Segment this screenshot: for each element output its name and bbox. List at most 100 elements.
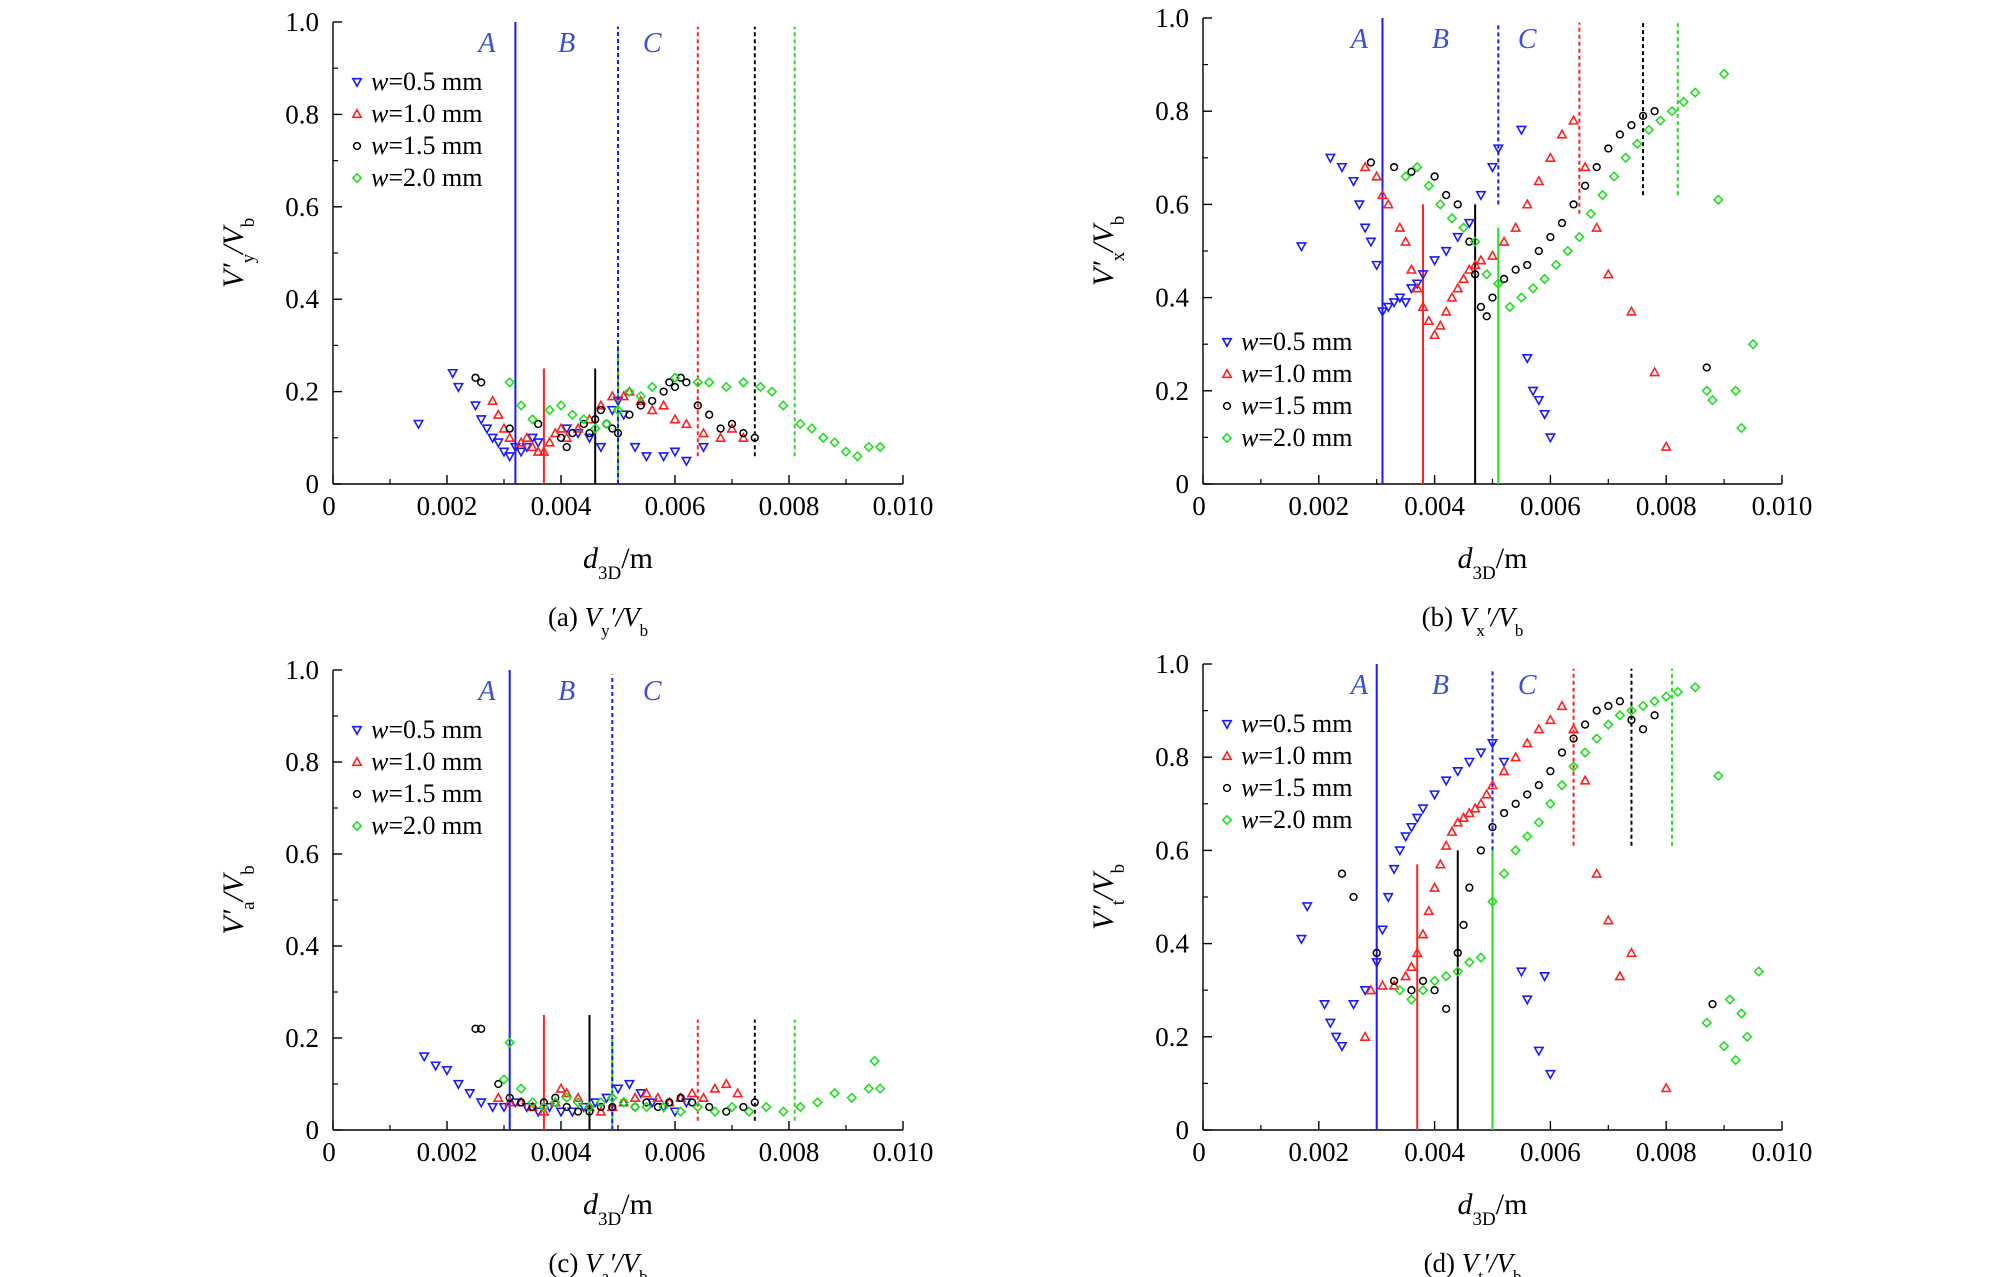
data-point (1515, 125, 1528, 136)
data-point (1568, 761, 1579, 772)
data-point (693, 401, 702, 410)
data-point (669, 413, 681, 424)
data-point (1544, 151, 1556, 162)
data-point (659, 387, 668, 396)
x-tick-label: 0.002 (1288, 1137, 1349, 1167)
data-point (1394, 846, 1406, 857)
data-point (722, 1107, 731, 1116)
y-tick-label: 1.0 (285, 655, 319, 685)
y-tick-label: 0.2 (285, 1023, 319, 1053)
data-point (760, 1101, 772, 1113)
data-point (1533, 723, 1545, 734)
data-point (1672, 686, 1684, 698)
data-point (1295, 242, 1307, 253)
data-point (726, 422, 738, 433)
x-tick-label: 0.008 (759, 1137, 820, 1167)
y-tick-label: 0.8 (1155, 96, 1189, 126)
data-point (640, 452, 653, 463)
legend-marker-w15 (1222, 401, 1232, 411)
data-point (641, 1101, 652, 1113)
data-point (705, 410, 714, 419)
data-point (1627, 121, 1636, 130)
data-point (1440, 839, 1452, 850)
data-point (1382, 198, 1394, 209)
data-point (1376, 925, 1389, 936)
data-point (629, 442, 641, 453)
data-point (682, 378, 691, 387)
legend-label-w15: w=1.5 mm (1241, 391, 1352, 420)
data-point (585, 429, 594, 438)
data-point (755, 381, 766, 393)
x-tick-label: 0.004 (531, 491, 592, 521)
data-point (1389, 976, 1399, 986)
data-point (591, 415, 600, 424)
data-point (1546, 767, 1555, 776)
data-point (1430, 172, 1439, 181)
data-point (595, 399, 607, 410)
data-point (464, 1089, 476, 1100)
data-point (1405, 961, 1417, 972)
data-point (561, 1087, 573, 1098)
data-point (709, 1106, 721, 1117)
data-point (1550, 259, 1562, 271)
data-point (1736, 422, 1747, 434)
data-point (1371, 260, 1383, 271)
data-point (1568, 114, 1580, 125)
panel-caption: (c) Va′/Vb (548, 1248, 647, 1277)
x-tick-label: 0.006 (645, 491, 706, 521)
legend-marker-w15 (1222, 783, 1232, 793)
data-point (589, 423, 601, 434)
data-point (658, 452, 670, 463)
data-point (1481, 788, 1493, 799)
data-point (1475, 748, 1487, 759)
data-point (1638, 111, 1648, 121)
data-point (720, 1078, 732, 1089)
data-point (1562, 245, 1574, 257)
legend-label-w10: w=1.0 mm (1241, 741, 1352, 770)
data-point (1544, 1069, 1556, 1080)
data-point (1371, 170, 1383, 181)
data-point (1580, 181, 1590, 190)
data-point (505, 1093, 514, 1102)
data-point (1486, 779, 1499, 790)
data-point (623, 1079, 635, 1090)
data-point (1546, 232, 1555, 242)
y-tick-label: 1.0 (1155, 649, 1189, 679)
data-point (1736, 1008, 1747, 1019)
data-point (829, 1087, 840, 1099)
data-point (618, 1097, 630, 1108)
panel-caption: (d) Vt′/Vb (1424, 1248, 1522, 1277)
legend-label-w05: w=0.5 mm (1241, 709, 1352, 738)
data-point (1359, 223, 1371, 234)
data-point (1488, 293, 1497, 302)
data-point (1475, 254, 1487, 265)
region-label-c: C (1518, 670, 1537, 701)
data-point (1544, 433, 1556, 444)
data-point (676, 1093, 685, 1102)
x-axis-title: d3D/m (1458, 542, 1528, 584)
x-tick-label: 0 (322, 491, 336, 521)
data-point (1521, 995, 1533, 1006)
data-point (1353, 200, 1365, 211)
legend-label-w15: w=1.5 mm (371, 779, 482, 808)
data-point (534, 419, 543, 429)
legend-marker-w20 (351, 820, 363, 832)
data-point (1463, 218, 1475, 229)
data-point (1556, 779, 1568, 791)
data-point (430, 1061, 442, 1072)
series-w15 (471, 1024, 759, 1116)
data-point (658, 1101, 669, 1113)
data-point (1521, 198, 1533, 209)
y-tick-label: 0.4 (285, 931, 319, 961)
data-point (1614, 709, 1626, 721)
data-point (625, 410, 634, 419)
data-point (579, 419, 588, 429)
data-point (1544, 714, 1556, 725)
x-tick-label: 0.008 (759, 491, 820, 521)
data-point (1604, 701, 1613, 711)
data-point (555, 1082, 567, 1093)
data-point (568, 429, 577, 438)
data-point (1388, 979, 1400, 990)
x-tick-label: 0.004 (1404, 491, 1465, 521)
data-point (1602, 719, 1614, 730)
